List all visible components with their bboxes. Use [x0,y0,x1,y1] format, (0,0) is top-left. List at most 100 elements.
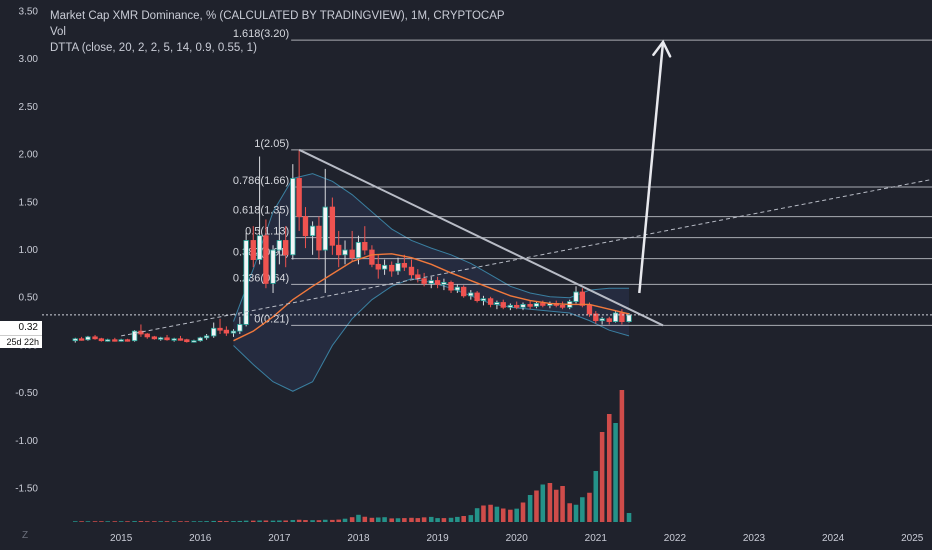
candle-body [256,235,263,260]
candle-body [98,338,105,342]
volume-bar [409,517,414,522]
y-tick-label: 3.00 [19,54,39,65]
volume-bar [237,520,243,522]
candle-body [559,304,566,308]
candle-body [237,324,243,332]
volume-bar [508,509,513,522]
volume-bar [224,521,229,522]
volume-bar [560,486,565,522]
volume-bar [178,521,183,522]
volume-bar [138,521,144,522]
candle-body [606,318,612,322]
volume-bar [382,517,387,522]
volume-bar [573,504,579,522]
fib-level-label: 0.618(1.35) [233,205,289,217]
y-tick-label: 1.00 [19,245,39,256]
volume-bar [613,423,618,522]
volume-bar [494,506,500,522]
arrow-shaft [638,41,665,294]
volume-bar [171,521,177,522]
candle-body [342,249,348,256]
candle-body [230,330,237,334]
candle-body [85,336,91,341]
candle-body [329,206,336,246]
candle-body [144,333,150,338]
y-tick-label: 2.50 [19,102,39,113]
volume-bar [599,432,605,522]
candle-body [381,264,388,270]
candle-body [487,298,494,305]
y-tick-label: 2.00 [19,150,39,161]
candle-body [203,335,210,339]
vol-indicator-label[interactable]: Vol [50,26,66,38]
candle-body [78,338,85,341]
chart-title: Market Cap XMR Dominance, % (CALCULATED … [50,10,505,22]
candle-body [250,240,256,260]
candle-body [514,304,520,308]
candle-body [290,178,296,256]
volume-bar [164,521,170,522]
volume-bar [184,521,190,522]
volume-bar [152,521,157,522]
y-tick-label: -1.00 [15,436,38,447]
candle-body [276,240,283,251]
volume-bar [125,521,130,522]
candle-body [349,249,355,259]
volume-bar [243,520,249,522]
candle-body [223,329,230,334]
volume-bar [593,471,599,522]
volume-bar [322,519,328,522]
volume-bar [310,520,315,522]
fib-level-label: 0.236(0.64) [233,272,289,284]
volume-bar [158,521,163,522]
candle-body [197,337,203,342]
projection-arrow [638,39,672,294]
volume-bar [316,520,322,522]
x-tick-label: 2022 [664,533,687,544]
volume-bar [283,520,288,522]
volume-bar [428,516,434,522]
moving-average [233,253,630,342]
y-axis: 3.503.002.502.001.501.000.500.00-0.50-1.… [15,6,38,494]
volume-bar [132,521,137,522]
candle-body [408,266,415,276]
volume-bar [461,516,466,522]
volume-bar [290,520,296,522]
descending-trendline [298,148,664,327]
x-tick-label: 2024 [822,533,845,544]
volume-bar [402,518,407,522]
dtta-indicator-label[interactable]: DTTA (close, 20, 2, 2, 5, 14, 0.9, 0.55,… [50,42,257,54]
volume-bar [468,515,474,522]
candle-body [401,262,408,268]
candle-body [270,249,276,284]
volume-bar [356,514,361,522]
volume-bar [421,517,427,522]
volume-bar [389,518,394,522]
volume-bar [626,513,632,522]
candle-body [92,336,98,340]
candle-body [309,225,316,237]
volume-bar [99,521,104,522]
candle-body [263,235,269,284]
volume-bar [441,518,447,522]
volume-bar [330,519,335,522]
y-tick-label: -0.50 [15,388,38,399]
x-tick-label: 2023 [743,533,766,544]
candle-body [131,330,138,342]
volume-bar [105,521,110,522]
volume-bar [520,502,526,522]
candle-body [520,304,526,308]
volume-bar [257,520,262,522]
trendlines [121,148,932,337]
candle-body [322,206,328,251]
candle-body [362,241,368,251]
candle-body [468,292,474,297]
candle-body [158,337,164,340]
candle-body [243,240,249,325]
volume-bar [92,521,98,522]
candle-body [72,338,78,342]
volume-bar [263,520,269,522]
fib-level-label: 1.618(3.20) [233,28,289,40]
volume-bar [375,517,381,522]
